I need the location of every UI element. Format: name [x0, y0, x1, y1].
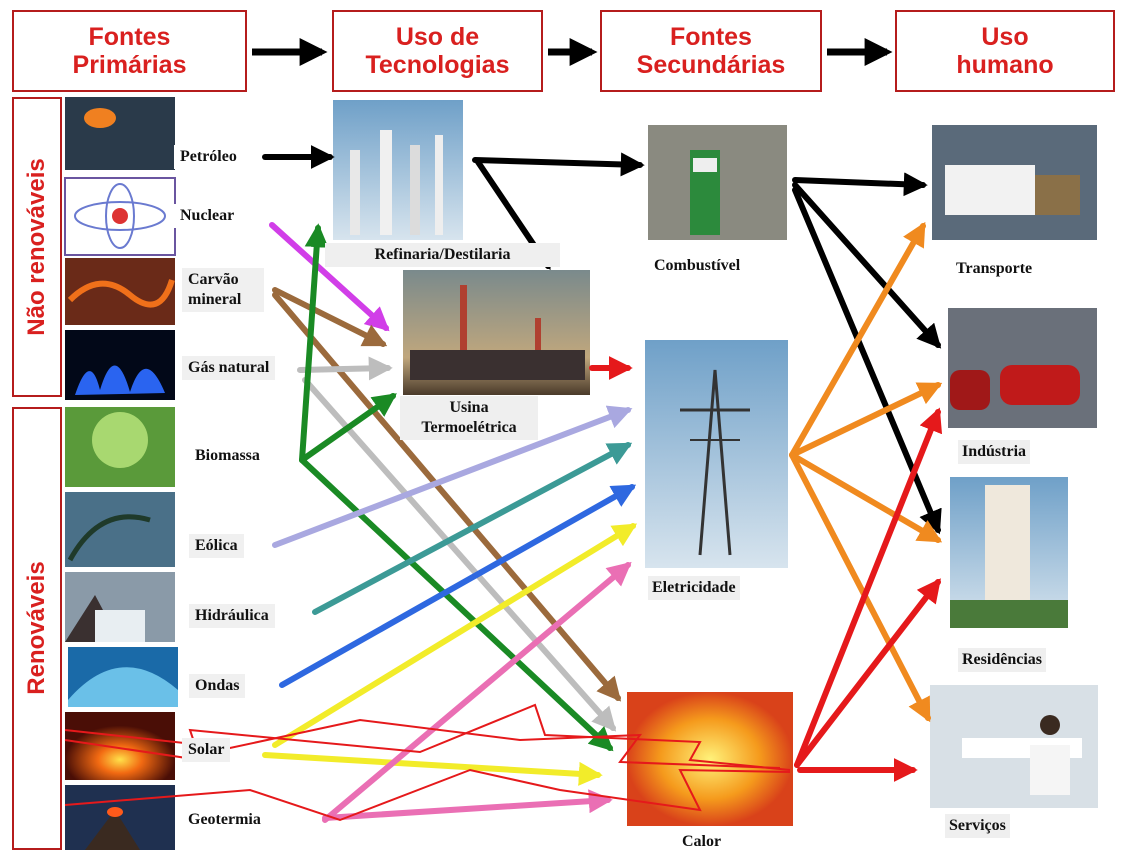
use-label: Residências: [958, 648, 1046, 672]
secondary-label: Calor: [678, 830, 725, 854]
page: {"headers": ["Fontes Primárias", "Uso de…: [0, 0, 1123, 854]
source-label: Nuclear: [174, 204, 240, 228]
source-label: Carvão mineral: [182, 268, 264, 312]
source-label: Hidráulica: [189, 604, 275, 628]
use-label: Indústria: [958, 440, 1030, 464]
technology-label: Refinaria/Destilaria: [325, 243, 560, 267]
diagram-art: [0, 0, 1123, 854]
header-box: Uso de Tecnologias: [332, 10, 543, 92]
source-label: Ondas: [189, 674, 245, 698]
use-label: Serviços: [945, 814, 1010, 838]
secondary-label: Combustível: [650, 254, 744, 278]
source-label: Geotermia: [182, 808, 267, 832]
use-label: Transporte: [952, 257, 1036, 281]
source-label: Gás natural: [182, 356, 275, 380]
group-label: Não renováveis: [23, 158, 51, 335]
source-label: Petróleo: [174, 145, 243, 169]
header-box: Fontes Secundárias: [600, 10, 822, 92]
source-label: Solar: [182, 738, 230, 762]
header-box: Uso humano: [895, 10, 1115, 92]
header-box: Fontes Primárias: [12, 10, 247, 92]
secondary-label: Eletricidade: [648, 576, 740, 600]
technology-label: Usina Termoelétrica: [400, 396, 538, 440]
group-label: Renováveis: [23, 561, 51, 694]
source-label: Biomassa: [189, 444, 266, 468]
source-label: Eólica: [189, 534, 244, 558]
